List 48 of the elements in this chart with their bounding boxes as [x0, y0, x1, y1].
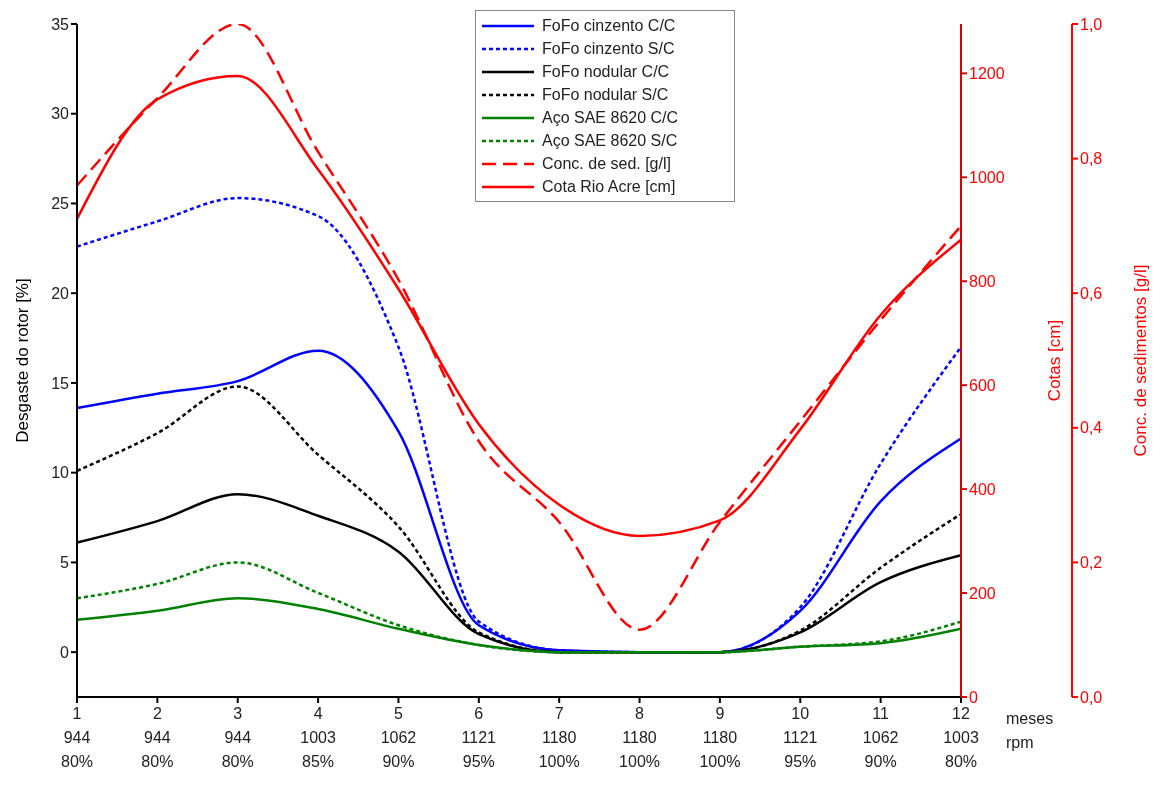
legend-label: FoFo cinzento C/C	[542, 16, 676, 36]
y-tick-label: 0	[60, 643, 70, 661]
y2-tick-label: 0	[969, 688, 978, 706]
y3-tick-label: 0,6	[1080, 284, 1103, 302]
legend-label: Aço SAE 8620 S/C	[542, 131, 678, 151]
y-tick-label: 25	[51, 195, 70, 213]
x-tick-label: 4 1003 85%	[300, 705, 336, 770]
y-tick-label: 15	[51, 374, 70, 392]
x-tick-label: 12 1003 80%	[943, 705, 979, 770]
legend-label: FoFo nodular C/C	[542, 62, 670, 82]
x-tick-label: 3 944 80%	[221, 705, 254, 770]
x-tick-label: 11 1062 90%	[862, 705, 899, 770]
line-series	[77, 196, 961, 654]
legend-label: Cota Rio Acre [cm]	[542, 177, 676, 197]
y-axis-title: Desgaste do rotor [%]	[13, 278, 33, 443]
y3-tick-label: 0,8	[1080, 150, 1103, 168]
x-tick-label: 7 1180 100%	[538, 705, 580, 770]
legend-label: Conc. de sed. [g/l]	[542, 154, 671, 174]
line-series	[77, 561, 961, 654]
y-tick-label: 30	[51, 105, 70, 123]
x-tick-label: 2 944 80%	[141, 705, 174, 770]
legend-label: FoFo nodular S/C	[542, 85, 669, 105]
y2-axis-title: Cotas [cm]	[1045, 319, 1065, 402]
x-axis-title: meses	[1006, 710, 1054, 728]
legend-label: FoFo cinzento S/C	[542, 39, 675, 59]
y2-tick-label: 800	[969, 272, 996, 290]
y2-tick-label: 1200	[969, 65, 1005, 83]
y3-axis-title: Conc. de sedimentos [g/l]	[1131, 264, 1151, 457]
x-tick-label: 10 1121 95%	[783, 705, 818, 770]
x-tick-label: 6 1121 95%	[461, 705, 497, 770]
y2-tick-label: 400	[969, 480, 996, 498]
text: rpm	[1006, 734, 1034, 752]
y-tick-label: 5	[60, 554, 70, 572]
y2-tick-label: 1000	[969, 168, 1005, 186]
legend-label: Aço SAE 8620 C/C	[542, 108, 679, 128]
y-tick-label: 35	[51, 15, 70, 33]
x-tick-label: 1 944 80%	[60, 705, 94, 770]
y2-tick-label: 600	[969, 376, 996, 394]
y3-tick-label: 0,4	[1080, 419, 1103, 437]
y3-tick-label: 0,2	[1080, 554, 1103, 572]
x-tick-label: 5 1062 90%	[380, 705, 417, 770]
y3-tick-label: 0,0	[1080, 688, 1103, 706]
y-tick-label: 20	[51, 284, 70, 302]
y2-tick-label: 200	[969, 584, 996, 602]
x-tick-label: 9 1180 100%	[699, 705, 741, 770]
y-tick-label: 10	[51, 464, 70, 482]
y3-tick-label: 1,0	[1080, 15, 1103, 33]
x-tick-label: 8 1180 100%	[619, 705, 661, 770]
